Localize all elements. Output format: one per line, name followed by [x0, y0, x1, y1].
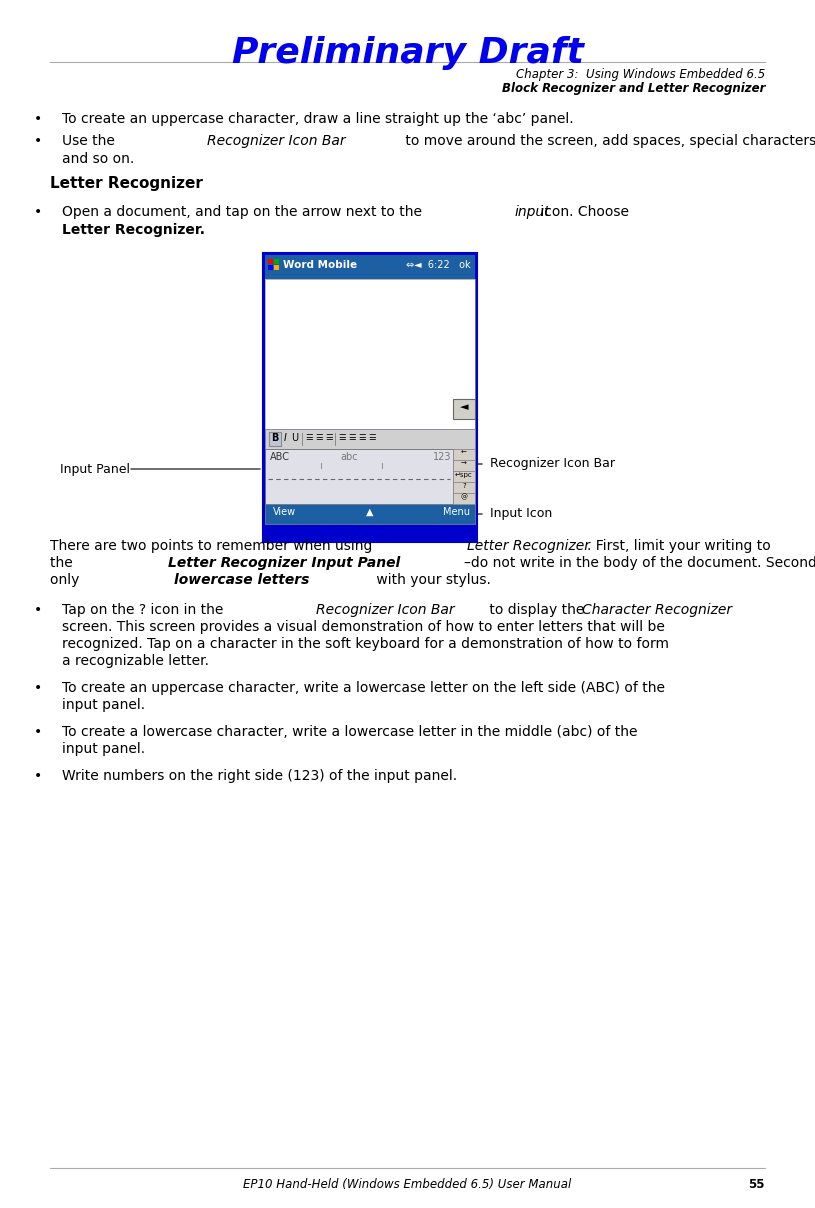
Text: to display the: to display the [485, 603, 589, 617]
Text: input panel.: input panel. [62, 698, 145, 712]
Text: icon. Choose: icon. Choose [536, 205, 629, 219]
Text: with your stylus.: with your stylus. [372, 573, 491, 587]
Bar [453, 449, 475, 460]
Bar [453, 460, 475, 471]
Text: recognized. Tap on a character in the soft keyboard for a demonstration of how t: recognized. Tap on a character in the so… [62, 637, 669, 651]
Bar [265, 279, 475, 429]
Text: Write numbers on the right side (123) of the input panel.: Write numbers on the right side (123) of… [62, 769, 457, 783]
Text: ◄: ◄ [460, 402, 469, 412]
Text: Block Recognizer and Letter Recognizer: Block Recognizer and Letter Recognizer [501, 82, 765, 95]
Bar [274, 265, 279, 271]
Bar [265, 504, 475, 524]
Text: EP10 Hand-Held (Windows Embedded 6.5) User Manual: EP10 Hand-Held (Windows Embedded 6.5) Us… [244, 1178, 571, 1191]
Bar [453, 399, 475, 419]
Text: . First, limit your writing to: . First, limit your writing to [587, 539, 771, 553]
Text: ☰: ☰ [315, 432, 323, 442]
Text: and so on.: and so on. [62, 152, 134, 165]
Text: ☰: ☰ [359, 432, 366, 442]
Text: Chapter 3:  Using Windows Embedded 6.5: Chapter 3: Using Windows Embedded 6.5 [516, 68, 765, 81]
Text: B: B [271, 432, 279, 443]
Text: ☰: ☰ [348, 432, 356, 442]
Text: –do not write in the body of the document. Second, write: –do not write in the body of the documen… [464, 556, 815, 570]
Text: Letter Recognizer: Letter Recognizer [467, 539, 590, 553]
Text: •: • [34, 769, 42, 783]
Text: •: • [34, 134, 42, 149]
Text: →: → [461, 461, 467, 467]
Bar [265, 255, 475, 279]
Text: Letter Recognizer.: Letter Recognizer. [62, 223, 205, 237]
Text: Preliminary Draft: Preliminary Draft [231, 36, 584, 70]
Bar [269, 432, 281, 446]
Bar [274, 259, 279, 265]
Text: •: • [34, 205, 42, 219]
Text: I: I [284, 432, 286, 443]
Text: screen. This screen provides a visual demonstration of how to enter letters that: screen. This screen provides a visual de… [62, 620, 665, 634]
Text: To create a lowercase character, write a lowercase letter in the middle (abc) of: To create a lowercase character, write a… [62, 725, 637, 739]
Bar [268, 265, 273, 271]
Text: ☰: ☰ [338, 432, 346, 442]
Text: ↵spc: ↵spc [455, 472, 473, 478]
Text: Recognizer Icon Bar: Recognizer Icon Bar [490, 458, 615, 470]
Text: ABC: ABC [270, 452, 290, 461]
Text: to move around the screen, add spaces, special characters,: to move around the screen, add spaces, s… [401, 134, 815, 149]
Text: ☰: ☰ [306, 432, 313, 442]
Text: To create an uppercase character, write a lowercase letter on the left side (ABC: To create an uppercase character, write … [62, 681, 665, 695]
Text: input panel.: input panel. [62, 742, 145, 756]
Bar [265, 449, 453, 504]
Text: ☰: ☰ [368, 432, 376, 442]
Text: •: • [34, 725, 42, 739]
Text: input: input [514, 205, 550, 219]
Text: ?: ? [462, 483, 466, 489]
Text: Character Recognizer: Character Recognizer [582, 603, 732, 617]
Text: abc: abc [341, 452, 359, 461]
Text: Letter Recognizer Input Panel: Letter Recognizer Input Panel [168, 556, 400, 570]
Text: •: • [34, 681, 42, 695]
Text: •: • [34, 603, 42, 617]
Bar [265, 429, 475, 449]
Text: @: @ [460, 494, 468, 500]
Text: Recognizer Icon Bar: Recognizer Icon Bar [207, 134, 346, 149]
Text: ⇔◄  6:22   ok: ⇔◄ 6:22 ok [407, 260, 471, 271]
Text: Input Panel: Input Panel [60, 463, 130, 476]
Text: There are two points to remember when using: There are two points to remember when us… [50, 539, 377, 553]
Text: ▲: ▲ [366, 507, 374, 517]
Text: a recognizable letter.: a recognizable letter. [62, 654, 209, 668]
Text: Letter Recognizer: Letter Recognizer [50, 176, 203, 191]
Text: ←: ← [461, 451, 467, 455]
Text: only: only [50, 573, 84, 587]
Text: Word Mobile: Word Mobile [283, 260, 357, 271]
Text: Open a document, and tap on the arrow next to the: Open a document, and tap on the arrow ne… [62, 205, 426, 219]
Text: View: View [273, 507, 296, 517]
Text: 123: 123 [433, 452, 452, 461]
Text: ☰: ☰ [325, 432, 333, 442]
Text: Input Icon: Input Icon [490, 507, 553, 521]
Text: lowercase letters: lowercase letters [174, 573, 310, 587]
Bar [453, 482, 475, 493]
Text: Recognizer Icon Bar: Recognizer Icon Bar [315, 603, 454, 617]
Bar [453, 493, 475, 504]
Text: Menu: Menu [443, 507, 470, 517]
Text: the: the [50, 556, 77, 570]
Bar [453, 471, 475, 482]
Text: Tap on the ? icon in the: Tap on the ? icon in the [62, 603, 227, 617]
Text: U: U [292, 432, 298, 443]
Text: To create an uppercase character, draw a line straight up the ‘abc’ panel.: To create an uppercase character, draw a… [62, 112, 574, 126]
Bar [263, 252, 477, 542]
Text: 55: 55 [748, 1178, 765, 1191]
Bar [265, 279, 475, 429]
Text: •: • [34, 112, 42, 126]
Bar [268, 259, 273, 265]
Text: Use the: Use the [62, 134, 119, 149]
